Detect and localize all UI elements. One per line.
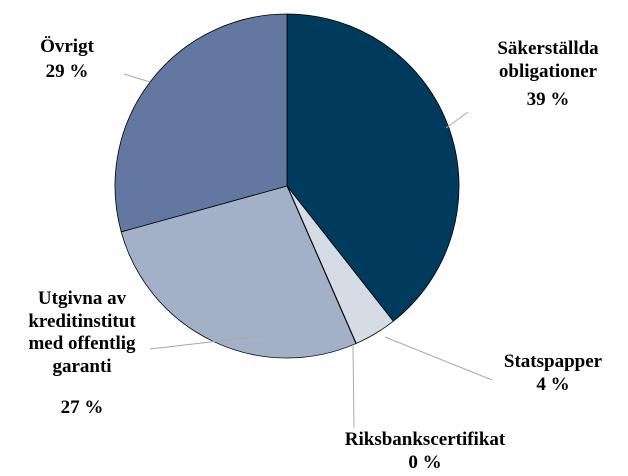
leader-line — [384, 336, 493, 381]
leader-line — [149, 335, 263, 350]
value-label: 4 % — [536, 374, 570, 395]
value-label: 39 % — [526, 89, 570, 110]
pie-slice — [286, 13, 460, 322]
slice-label: Statspapper — [503, 351, 603, 372]
slice-label: Övrigt — [40, 36, 94, 57]
value-label: 0 % — [408, 452, 442, 473]
pie-slice — [114, 13, 288, 233]
value-label: 29 % — [45, 61, 89, 82]
leader-line — [352, 345, 355, 429]
leader-line — [445, 111, 469, 129]
slice-label: Säkerställda obligationer — [497, 38, 599, 82]
slice-label: Utgivna av kreditinstitut med offentlig … — [28, 288, 136, 377]
slice-label: Riksbankscertifikat — [344, 429, 506, 450]
leader-line — [123, 73, 151, 83]
value-label: 27 % — [60, 397, 104, 418]
